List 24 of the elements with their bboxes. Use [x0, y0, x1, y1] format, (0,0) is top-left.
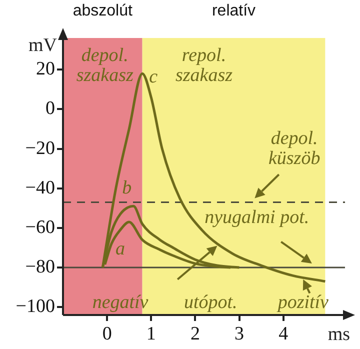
x-tick-label: 2	[190, 323, 200, 344]
annotation: a	[116, 238, 126, 260]
y-tick-label: −60	[25, 216, 55, 238]
y-tick-label: 0	[46, 98, 55, 120]
x-tick-label: 3	[234, 323, 244, 344]
x-axis-title: ms	[328, 324, 350, 345]
x-tick-label: 0	[102, 323, 112, 344]
band-label: abszolút	[72, 2, 134, 20]
annotation: depol. szakasz	[76, 44, 134, 86]
y-tick-label: −20	[25, 138, 55, 159]
y-tick-label: −40	[25, 177, 55, 198]
annotation: depol. küszöb	[268, 128, 320, 169]
annotation: utópot.	[184, 292, 238, 314]
x-tick-label: 1	[146, 323, 156, 344]
band-label: relatív	[212, 2, 256, 20]
y-tick-label: −100	[16, 296, 55, 318]
x-tick-label: 4	[278, 323, 289, 344]
annotation: nyugalmi pot.	[204, 207, 310, 228]
annotation: b	[122, 177, 132, 198]
annotation: repol. szakasz	[175, 44, 234, 86]
y-tick-label: −80	[25, 256, 55, 278]
annotation: c	[149, 66, 158, 88]
y-tick-label: 20	[36, 58, 55, 80]
y-axis-title: mV	[28, 34, 58, 56]
